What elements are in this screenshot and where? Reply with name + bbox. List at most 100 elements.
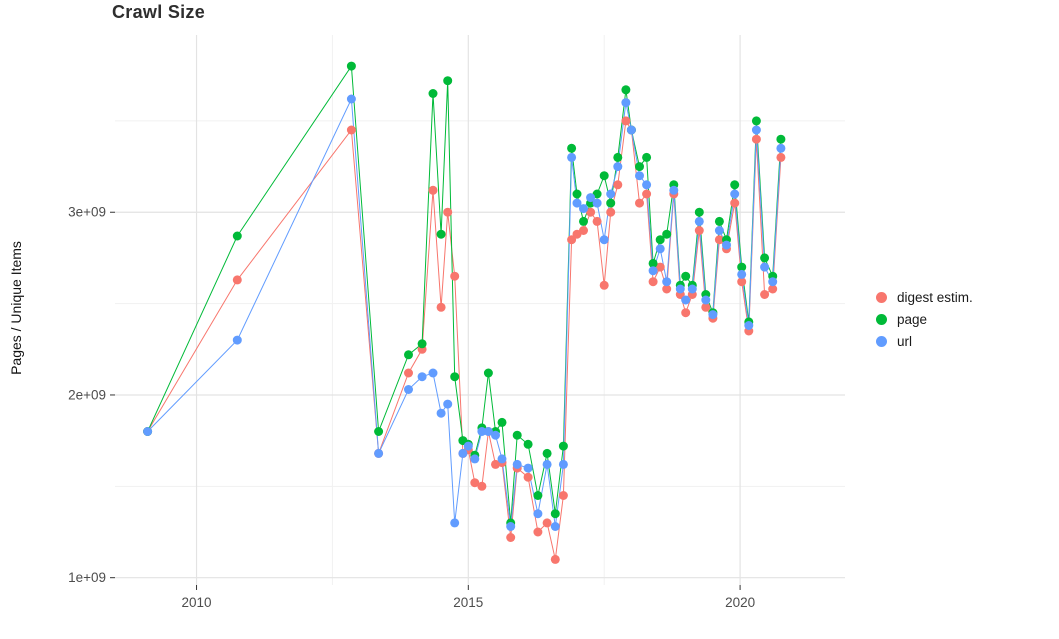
data-point-url xyxy=(768,277,778,287)
data-point-page xyxy=(694,207,704,217)
data-point-url xyxy=(744,321,754,330)
data-point-digest-estim- xyxy=(613,180,623,190)
data-point-digest-estim- xyxy=(714,235,724,245)
data-point-digest-estim- xyxy=(346,125,356,135)
data-point-url xyxy=(491,430,500,440)
data-point-page xyxy=(428,89,438,98)
data-point-page xyxy=(443,76,453,86)
data-point-digest-estim- xyxy=(662,284,672,294)
data-point-url xyxy=(463,441,473,451)
data-point-url xyxy=(523,463,533,473)
x-tick-label: 2015 xyxy=(453,595,483,610)
data-point-url xyxy=(436,408,446,418)
data-point-digest-estim- xyxy=(776,152,786,162)
data-point-url xyxy=(722,240,731,250)
data-point-url xyxy=(675,284,685,294)
series-line-digest-estim- xyxy=(147,119,782,560)
data-point-url xyxy=(760,262,770,272)
chart-title: Crawl Size xyxy=(112,2,206,22)
data-point-url xyxy=(621,98,631,108)
data-point-digest-estim- xyxy=(760,290,770,299)
data-point-url xyxy=(404,385,413,394)
data-point-url xyxy=(542,459,552,469)
data-point-digest-estim- xyxy=(642,189,652,199)
data-point-digest-estim- xyxy=(523,472,533,482)
data-point-digest-estim- xyxy=(701,302,711,312)
legend-item-page[interactable]: page xyxy=(876,308,973,330)
data-point-url xyxy=(681,295,691,305)
data-point-page xyxy=(635,162,644,172)
data-point-digest-estim- xyxy=(648,277,658,287)
data-point-digest-estim- xyxy=(592,216,602,226)
data-point-digest-estim- xyxy=(655,262,665,272)
data-point-digest-estim- xyxy=(477,481,487,491)
data-point-digest-estim- xyxy=(694,226,704,235)
data-point-digest-estim- xyxy=(558,491,568,500)
data-point-page xyxy=(751,116,761,126)
data-point-url xyxy=(458,448,468,458)
data-point-url xyxy=(567,152,577,162)
data-point-digest-estim- xyxy=(404,368,413,378)
legend-label-url: url xyxy=(897,333,913,349)
legend-item-url[interactable]: url xyxy=(876,330,973,352)
data-point-page xyxy=(662,229,672,239)
data-point-url xyxy=(483,427,493,436)
data-point-digest-estim- xyxy=(232,275,242,285)
data-point-url xyxy=(606,189,616,199)
data-point-digest-estim- xyxy=(428,185,438,195)
data-point-url xyxy=(497,454,507,464)
data-point-page xyxy=(642,152,652,162)
data-point-url xyxy=(506,522,516,531)
legend-label-digest: digest estim. xyxy=(897,289,973,305)
data-point-url xyxy=(374,448,384,458)
data-point-page xyxy=(572,189,582,199)
data-point-page xyxy=(542,448,552,458)
data-point-digest-estim- xyxy=(550,554,560,564)
data-point-page xyxy=(655,235,665,245)
data-point-url xyxy=(592,198,602,208)
data-point-digest-estim- xyxy=(737,277,747,287)
data-point-url xyxy=(533,509,543,519)
data-point-digest-estim- xyxy=(635,198,644,208)
data-point-url xyxy=(477,427,487,436)
data-point-url xyxy=(143,427,153,436)
legend-item-digest-estim[interactable]: digest estim. xyxy=(876,286,973,308)
data-point-page xyxy=(558,441,568,451)
data-point-page xyxy=(497,417,507,427)
data-point-digest-estim- xyxy=(768,284,778,294)
data-point-url xyxy=(579,204,588,214)
data-point-digest-estim- xyxy=(506,533,516,542)
data-point-url xyxy=(694,216,704,226)
y-tick-label: 3e+09 xyxy=(68,205,106,220)
data-point-url xyxy=(346,94,356,104)
data-point-page xyxy=(533,491,543,500)
data-point-url xyxy=(701,295,711,305)
data-point-digest-estim- xyxy=(621,116,631,126)
data-point-digest-estim- xyxy=(450,271,460,281)
data-point-url xyxy=(599,235,609,245)
data-point-url xyxy=(232,335,242,345)
x-tick-label: 2020 xyxy=(725,595,755,610)
data-point-url xyxy=(443,399,453,409)
data-point-page xyxy=(404,350,413,360)
data-point-url xyxy=(512,459,522,469)
data-point-digest-estim- xyxy=(599,280,609,290)
data-point-digest-estim- xyxy=(751,134,761,144)
data-point-url xyxy=(751,125,761,135)
data-point-digest-estim- xyxy=(542,518,552,528)
data-point-page xyxy=(436,229,446,239)
data-point-page xyxy=(737,262,747,272)
legend-swatch-page-icon xyxy=(876,313,887,325)
data-point-url xyxy=(635,171,644,181)
data-point-digest-estim- xyxy=(470,478,480,488)
legend-swatch-url-icon xyxy=(876,335,887,347)
data-point-digest-estim- xyxy=(606,207,616,217)
data-point-url xyxy=(708,310,718,320)
data-point-url xyxy=(662,277,672,287)
x-tick-label: 2010 xyxy=(182,595,212,610)
data-point-digest-estim- xyxy=(730,198,740,208)
data-point-url xyxy=(776,143,786,153)
data-point-url xyxy=(626,125,636,135)
data-point-url xyxy=(558,459,568,469)
